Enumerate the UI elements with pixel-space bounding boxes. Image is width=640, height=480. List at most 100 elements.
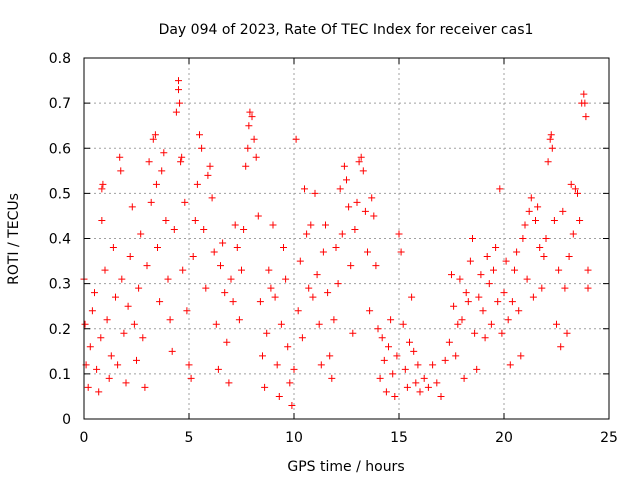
- data-point: [389, 370, 397, 378]
- data-point: [517, 352, 525, 360]
- data-point: [175, 86, 182, 94]
- data-point: [219, 239, 227, 247]
- data-point: [97, 334, 105, 342]
- data-point: [324, 289, 332, 297]
- data-point: [81, 320, 89, 328]
- data-point: [86, 343, 94, 351]
- data-point: [349, 329, 357, 337]
- data-point: [223, 338, 231, 346]
- data-point: [238, 266, 245, 274]
- data-point: [84, 383, 92, 391]
- data-point: [521, 221, 529, 229]
- data-point: [124, 302, 132, 310]
- data-point: [275, 392, 283, 400]
- data-point: [542, 235, 550, 242]
- data-point: [252, 153, 260, 161]
- x-tick-label: 15: [390, 430, 408, 446]
- data-point: [315, 320, 323, 328]
- data-point: [448, 271, 455, 279]
- data-point: [141, 383, 149, 391]
- data-point: [481, 334, 489, 342]
- data-point: [519, 235, 527, 242]
- data-point: [133, 356, 140, 364]
- data-point: [164, 275, 172, 283]
- data-point: [406, 338, 413, 346]
- data-point: [563, 329, 571, 337]
- data-point: [137, 230, 145, 238]
- data-point: [466, 257, 474, 265]
- data-point: [473, 365, 481, 373]
- data-point: [166, 316, 174, 324]
- data-point: [382, 388, 390, 396]
- data-point: [229, 298, 237, 306]
- x-tick-label: 10: [285, 430, 303, 446]
- data-point: [571, 185, 579, 193]
- data-point: [160, 149, 168, 157]
- data-point: [584, 266, 592, 274]
- data-point: [231, 221, 239, 229]
- data-point: [336, 185, 344, 193]
- data-point: [112, 293, 119, 301]
- data-point: [506, 361, 514, 369]
- data-point: [210, 248, 218, 256]
- data-point: [408, 293, 416, 301]
- data-point: [475, 293, 483, 301]
- data-point: [269, 221, 277, 229]
- data-point: [294, 307, 302, 315]
- data-point: [550, 216, 558, 224]
- data-point: [525, 207, 533, 215]
- data-point: [204, 171, 212, 179]
- data-point: [271, 293, 279, 301]
- y-axis-label: ROTI / TECUs: [6, 193, 22, 285]
- data-point: [273, 361, 281, 369]
- data-point: [559, 207, 567, 215]
- data-point: [309, 293, 317, 301]
- data-point: [374, 325, 382, 333]
- y-tick-label: 0: [62, 412, 71, 428]
- data-point: [485, 280, 493, 288]
- data-point: [391, 392, 399, 400]
- data-point: [246, 108, 254, 116]
- data-point: [544, 158, 552, 166]
- data-point: [456, 275, 464, 283]
- data-point: [103, 316, 111, 324]
- data-point: [185, 361, 193, 369]
- data-point: [221, 289, 229, 297]
- data-point: [378, 334, 386, 342]
- data-point: [122, 379, 130, 387]
- data-point: [387, 316, 395, 324]
- data-point: [280, 244, 287, 252]
- data-point: [298, 334, 306, 342]
- y-tick-label: 0.4: [49, 232, 71, 248]
- data-point: [581, 99, 589, 107]
- data-point: [334, 280, 342, 288]
- data-point: [114, 361, 122, 369]
- data-point: [429, 361, 437, 369]
- data-point: [502, 257, 510, 265]
- data-point: [250, 135, 258, 143]
- data-point: [130, 320, 138, 328]
- data-point: [479, 307, 487, 315]
- data-point: [364, 248, 371, 256]
- data-point: [355, 158, 363, 166]
- data-point: [193, 180, 201, 188]
- data-point: [420, 374, 428, 382]
- data-point: [353, 198, 361, 206]
- data-point: [126, 253, 134, 261]
- series-points: [80, 77, 592, 409]
- data-point: [490, 266, 497, 274]
- data-point: [469, 235, 476, 242]
- data-point: [187, 374, 195, 382]
- data-point: [574, 189, 581, 197]
- data-point: [98, 216, 106, 224]
- data-point: [487, 320, 495, 328]
- data-point: [401, 365, 409, 373]
- data-point: [498, 329, 506, 337]
- axis-ticks: 0 5 10 15 20 25 0 0.1 0.2 0.3 0.4 0.5 0.6 0.7 0.8: [49, 51, 618, 446]
- data-point: [458, 316, 466, 324]
- y-tick-label: 0.1: [49, 367, 71, 383]
- data-point: [538, 284, 546, 292]
- data-point: [492, 244, 500, 252]
- data-point: [380, 356, 388, 364]
- data-point: [261, 383, 269, 391]
